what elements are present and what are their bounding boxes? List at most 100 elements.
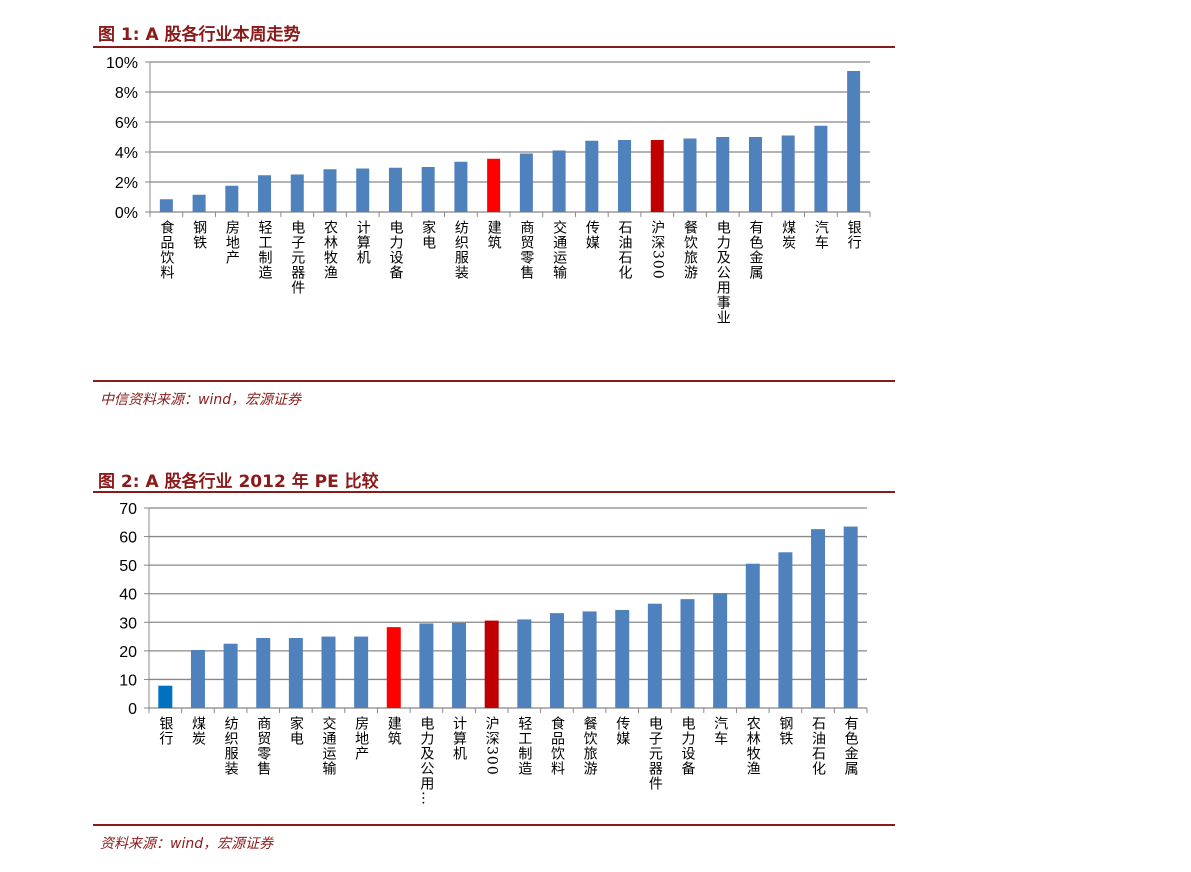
x-label: 家电 (420, 220, 437, 250)
bar-农林牧渔 (323, 169, 337, 212)
y-tick-label: 8% (115, 85, 138, 102)
x-label: 煤炭 (189, 716, 206, 746)
y-tick-label: 0% (115, 205, 138, 222)
bar-建筑 (386, 627, 401, 708)
bar-汽车 (814, 125, 828, 212)
x-label: 汽车 (812, 220, 829, 250)
bar-商贸零售 (256, 638, 271, 708)
x-label: 钢铁 (191, 220, 208, 250)
x-label: 电子元器件 (289, 220, 306, 295)
chart1-bottom-rule (93, 380, 895, 382)
bar-建筑 (487, 158, 501, 212)
x-label: 建筑 (485, 220, 502, 250)
bar-石油石化 (811, 529, 826, 708)
x-label: 纺织服装 (452, 220, 469, 280)
bar-银行 (847, 71, 861, 212)
x-label: 汽车 (712, 716, 729, 746)
chart2-source: 资料来源：wind，宏源证券 (100, 836, 274, 852)
x-label: 食品饮料 (548, 716, 565, 776)
bar-轻工制造 (517, 619, 532, 708)
x-label: 石油石化 (810, 716, 827, 776)
y-tick-label: 70 (119, 501, 137, 518)
bar-家电 (421, 167, 435, 212)
x-label: 有色金属 (842, 716, 859, 776)
x-label: 钢铁 (777, 716, 794, 746)
bar-商贸零售 (519, 153, 533, 212)
x-label: 石油石化 (616, 220, 633, 280)
x-label: 交通运输 (551, 220, 568, 280)
x-label: 电子元器件 (646, 716, 663, 791)
x-label: 交通运输 (320, 716, 337, 776)
x-label: 农林牧渔 (322, 220, 338, 280)
chart1-source: 中信资料来源：wind，宏源证券 (100, 392, 302, 408)
chart1-top-rule (93, 46, 895, 48)
bar-钢铁 (192, 194, 206, 212)
x-label: 沪深300 (483, 716, 500, 776)
x-label: 传媒 (583, 220, 600, 250)
bar-纺织服装 (454, 161, 468, 212)
bar-电力设备 (388, 167, 402, 212)
bar-电力设备 (680, 599, 695, 708)
x-label: 电力设备 (679, 716, 696, 776)
y-tick-label: 30 (119, 615, 137, 632)
y-tick-label: 0 (128, 701, 137, 718)
chart2-top-rule (93, 491, 895, 493)
bar-房地产 (225, 185, 239, 212)
y-tick-label: 10% (106, 55, 138, 72)
bar-餐饮旅游 (683, 138, 697, 212)
bar-交通运输 (552, 150, 566, 212)
bar-钢铁 (778, 552, 793, 708)
y-tick-label: 20 (119, 644, 137, 661)
bar-煤炭 (781, 135, 795, 212)
x-label: 计算机 (451, 716, 468, 761)
x-label: 餐饮旅游 (581, 716, 598, 776)
x-label: 电力设备 (387, 220, 404, 280)
bar-食品饮料 (549, 613, 564, 708)
bar-沪深300 (650, 140, 664, 212)
bar-有色金属 (748, 137, 762, 212)
bar-交通运输 (321, 636, 336, 708)
x-label: 煤炭 (780, 220, 797, 250)
chart1-title: 图 1: A 股各行业本周走势 (98, 25, 301, 45)
bar-计算机 (356, 168, 370, 212)
x-label: 轻工制造 (256, 220, 273, 280)
x-label: 农林牧渔 (744, 716, 761, 776)
bar-石油石化 (618, 140, 632, 212)
x-label: 建筑 (385, 716, 402, 746)
bar-汽车 (713, 593, 728, 708)
x-label: 商贸零售 (518, 220, 535, 280)
y-tick-label: 4% (115, 145, 138, 162)
bar-食品饮料 (159, 199, 173, 212)
x-label: 有色金属 (747, 220, 764, 280)
chart2-title: 图 2: A 股各行业 2012 年 PE 比较 (98, 472, 379, 492)
x-label: 纺织服装 (222, 716, 239, 776)
x-label: 家电 (287, 716, 304, 746)
bar-传媒 (615, 610, 630, 708)
bar-电子元器件 (290, 174, 304, 212)
bar-电子元器件 (647, 603, 662, 708)
x-label: 传媒 (614, 716, 631, 746)
y-tick-label: 60 (119, 530, 137, 547)
y-tick-label: 50 (119, 558, 137, 575)
bar-传媒 (585, 140, 599, 212)
y-tick-label: 40 (119, 587, 137, 604)
bar-农林牧渔 (745, 563, 760, 708)
bar-纺织服装 (223, 643, 238, 708)
y-tick-label: 2% (115, 175, 138, 192)
x-label: 银行 (845, 220, 862, 250)
x-label: 食品饮料 (158, 220, 175, 280)
x-label: 计算机 (354, 220, 371, 265)
bar-沪深300 (484, 620, 499, 708)
x-label: 银行 (157, 716, 174, 746)
chart2-bottom-rule (93, 824, 895, 826)
bar-有色金属 (843, 526, 858, 708)
x-label: 房地产 (353, 716, 370, 761)
bar-家电 (288, 638, 303, 708)
x-label: 商贸零售 (255, 716, 272, 776)
bar-煤炭 (190, 650, 205, 708)
x-label: 轻工制造 (516, 716, 533, 776)
y-tick-label: 10 (119, 672, 137, 689)
bar-房地产 (354, 636, 369, 708)
bar-银行 (158, 685, 173, 708)
